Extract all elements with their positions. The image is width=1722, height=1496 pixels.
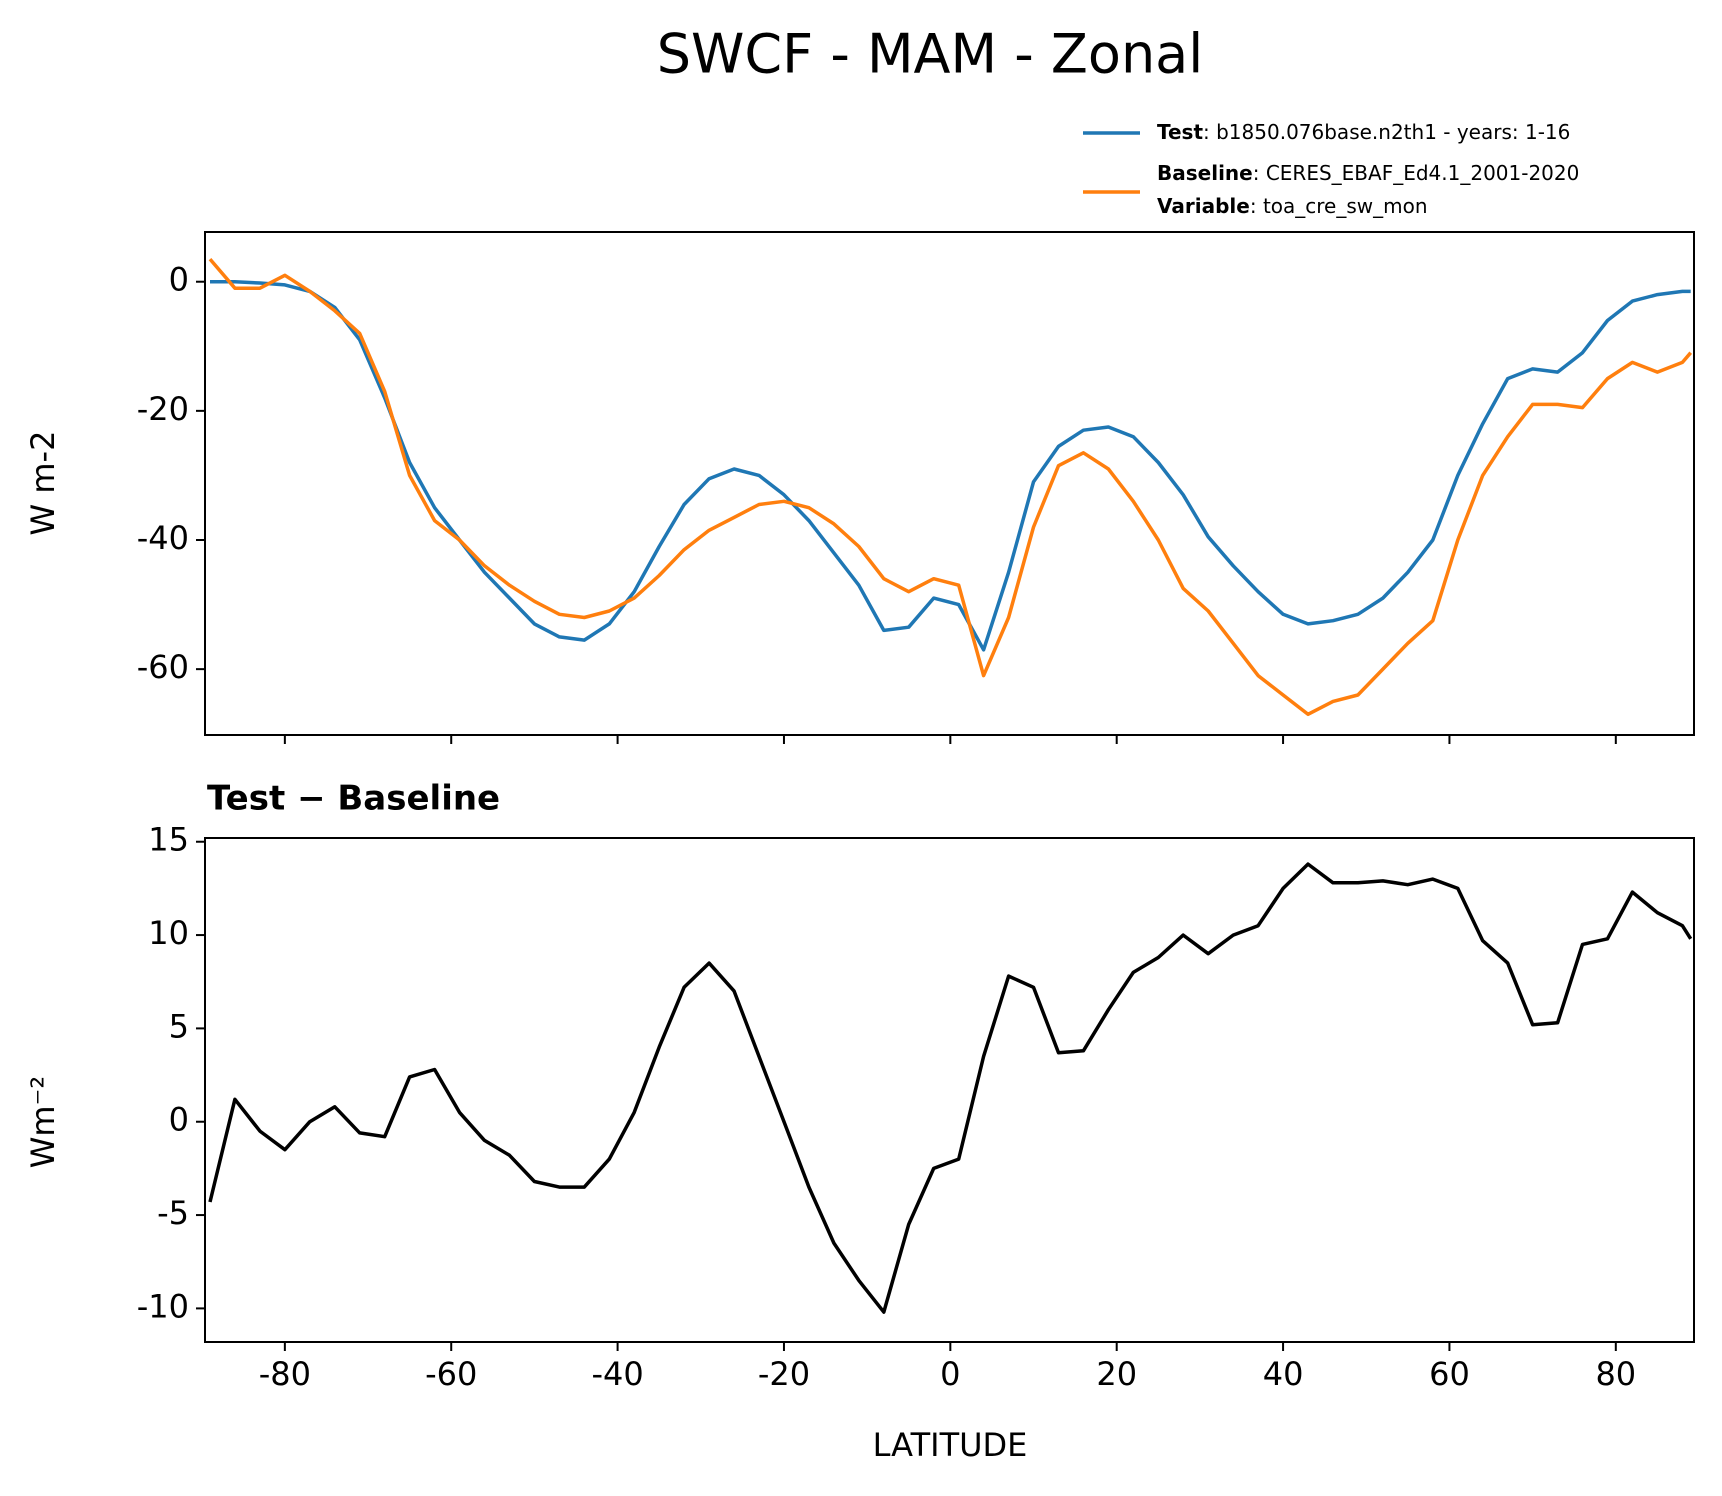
data-line <box>208 257 1693 717</box>
x-tick-label: 40 <box>1263 1355 1304 1393</box>
legend-label: Test: b1850.076base.n2th1 - years: 1-16 <box>1157 120 1570 144</box>
variable-name: Variable <box>1157 194 1250 218</box>
x-axis-label: LATITUDE <box>873 1426 1028 1464</box>
y-tick-label: 10 <box>148 914 189 952</box>
y-tick-label: -20 <box>137 390 189 428</box>
y-tick-label: -60 <box>137 648 189 686</box>
y-tick-label: -10 <box>137 1287 189 1325</box>
subplot-title: Test − Baseline <box>207 779 500 819</box>
legend-name: Test <box>1157 120 1203 144</box>
x-tick-label: -80 <box>259 1355 311 1393</box>
y-tick-label: 15 <box>148 821 189 859</box>
y-tick-label: -40 <box>137 519 189 557</box>
y-tick-label: 5 <box>169 1007 189 1045</box>
data-line <box>208 862 1693 1314</box>
legend-description: : b1850.076base.n2th1 - years: 1-16 <box>1203 120 1570 144</box>
x-tick-label: 20 <box>1096 1355 1137 1393</box>
y-tick-label: 0 <box>169 261 189 299</box>
legend-description: : CERES_EBAF_Ed4.1_2001-2020 <box>1253 161 1580 185</box>
legend-label: Baseline: CERES_EBAF_Ed4.1_2001-2020 <box>1157 161 1579 185</box>
x-tick-label: 80 <box>1595 1355 1636 1393</box>
plot-frame <box>204 231 1695 736</box>
x-tick-label: -60 <box>425 1355 477 1393</box>
variable-value: : toa_cre_sw_mon <box>1250 194 1428 218</box>
legend-label: Variable: toa_cre_sw_mon <box>1157 194 1428 218</box>
data-line <box>210 279 1691 652</box>
x-tick-label: -40 <box>591 1355 643 1393</box>
legend-name: Baseline <box>1157 161 1253 185</box>
legend: Test: b1850.076base.n2th1 - years: 1-16 … <box>1083 120 1579 218</box>
x-tick-label: 60 <box>1429 1355 1470 1393</box>
chart-title: SWCF - MAM - Zonal <box>657 23 1204 86</box>
y-tick-label: 0 <box>169 1101 189 1139</box>
x-tick-label: -20 <box>758 1355 810 1393</box>
y-axis-label: Wm⁻² <box>24 1076 62 1169</box>
y-axis-label: W m-2 <box>24 431 62 536</box>
x-tick-label: 0 <box>940 1355 960 1393</box>
y-tick-label: -5 <box>157 1194 189 1232</box>
